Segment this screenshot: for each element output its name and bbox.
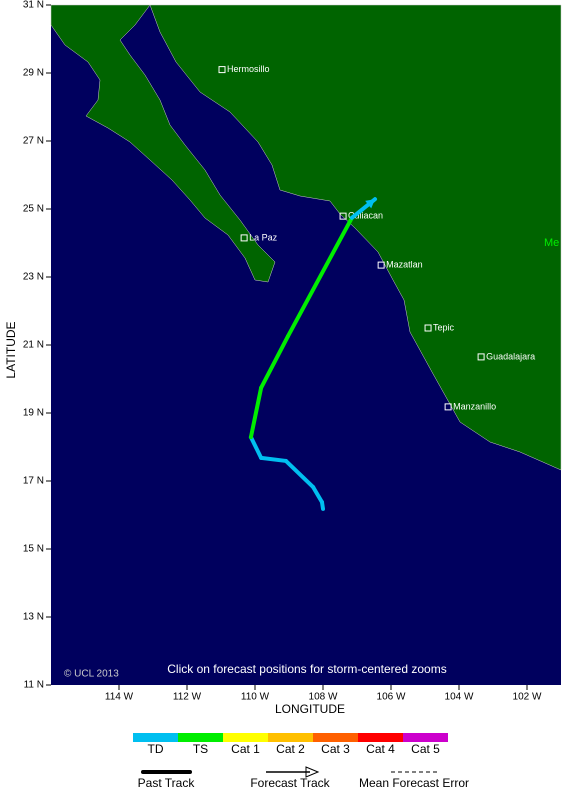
x-tick-label: 114 W <box>105 692 134 703</box>
baja-land <box>50 4 276 283</box>
y-tick-label: 11 N <box>24 680 44 691</box>
y-tick-label: 23 N <box>23 272 44 283</box>
legend-swatch <box>403 733 448 742</box>
city-marker <box>377 261 385 269</box>
y-tick-label: 27 N <box>23 136 44 147</box>
forecast-arrow <box>305 766 320 778</box>
city-label: Manzanillo <box>453 401 496 411</box>
legend-label: TS <box>193 742 208 756</box>
legend-swatch <box>223 733 268 742</box>
city-marker <box>240 234 248 242</box>
track-segment[interactable] <box>259 334 290 390</box>
city-marker <box>444 403 452 411</box>
x-tick-label: 106 W <box>377 692 406 703</box>
legend-label: Cat 1 <box>231 742 260 756</box>
mainland-land <box>149 4 562 471</box>
legend-label: TD <box>148 742 164 756</box>
past-track-label: Past Track <box>138 776 196 790</box>
y-tick-label: 29 N <box>23 68 44 79</box>
legend-swatch <box>133 733 178 742</box>
legend-label: Cat 5 <box>411 742 440 756</box>
city-marker <box>424 324 432 332</box>
y-tick-label: 17 N <box>23 476 44 487</box>
x-tick-label: 102 W <box>513 692 542 703</box>
mean-error-label: Mean Forecast Error <box>359 776 469 790</box>
legend-swatch <box>178 733 223 742</box>
legend-label: Cat 2 <box>276 742 305 756</box>
city-marker <box>339 212 347 220</box>
city-label: Guadalajara <box>486 351 535 361</box>
track-segment[interactable] <box>259 455 288 463</box>
copyright: © UCL 2013 <box>64 669 119 680</box>
city-marker <box>218 66 226 74</box>
city-label: La Paz <box>249 232 278 242</box>
city-label: Hermosillo <box>227 64 270 74</box>
track-arrow <box>365 199 376 209</box>
city-marker <box>477 353 485 361</box>
legend-swatch <box>268 733 313 742</box>
x-axis-label: LONGITUDE <box>275 702 345 716</box>
city-label: Culiacan <box>348 211 383 221</box>
y-tick-label: 25 N <box>23 204 44 215</box>
track-segment[interactable] <box>285 215 354 339</box>
y-axis-label: LATITUDE <box>4 321 18 378</box>
track-segment[interactable] <box>311 485 324 505</box>
track-segment[interactable] <box>283 458 316 490</box>
legend-swatch <box>358 733 403 742</box>
x-tick-label: 104 W <box>445 692 474 703</box>
x-tick-label: 108 W <box>309 692 338 703</box>
track-segment[interactable] <box>248 435 264 460</box>
country-label: Me <box>544 237 559 249</box>
x-tick-label: 110 W <box>241 692 270 703</box>
y-tick-label: 31 N <box>23 0 44 11</box>
x-tick-label: 112 W <box>173 692 202 703</box>
y-tick-label: 19 N <box>23 408 44 419</box>
legend-swatch <box>313 733 358 742</box>
y-tick-label: 15 N <box>23 544 44 555</box>
forecast-track-label: Forecast Track <box>250 776 330 790</box>
zoom-note[interactable]: Click on forecast positions for storm-ce… <box>167 662 446 676</box>
track-segment[interactable] <box>248 385 264 440</box>
city-label: Tepic <box>433 322 455 332</box>
city-label: Mazatlan <box>386 259 423 269</box>
legend-label: Cat 3 <box>321 742 350 756</box>
y-tick-label: 13 N <box>23 612 44 623</box>
y-tick-label: 21 N <box>23 340 44 351</box>
legend-label: Cat 4 <box>366 742 395 756</box>
